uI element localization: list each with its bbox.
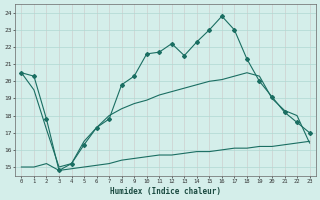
X-axis label: Humidex (Indice chaleur): Humidex (Indice chaleur) bbox=[110, 187, 221, 196]
